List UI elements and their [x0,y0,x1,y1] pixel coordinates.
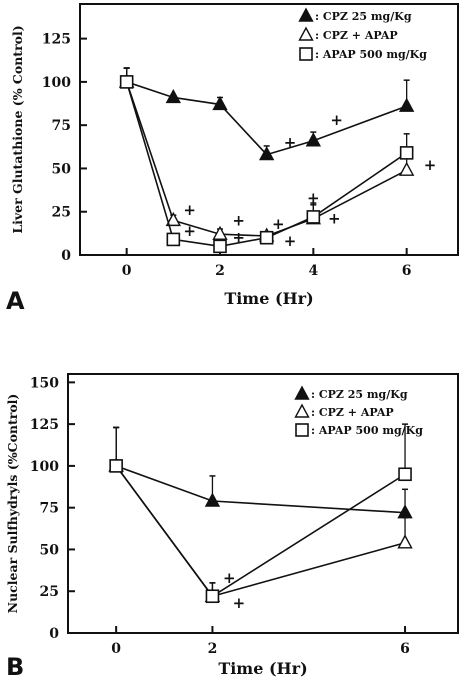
data-point [397,534,413,549]
y-tick-label: 50 [52,161,72,177]
legend: : CPZ 25 mg/Kg : CPZ + APAP : APAP 500 mg/… [294,385,423,437]
y-tick-label: 100 [42,75,71,91]
series-cpz-25-mg-kg [118,67,415,161]
data-point [165,211,182,227]
series-line [126,81,407,156]
legend-label: : CPZ + APAP [315,29,398,42]
series-line [125,81,408,237]
legend-label: : CPZ 25 mg/Kg [315,10,412,23]
data-point [165,89,182,104]
x-axis-title: Time (Hr) [218,659,307,678]
legend-label: : APAP 500 mg/Kg [315,48,427,61]
legend-label: : CPZ + APAP [311,406,394,419]
significance-marker: + [232,211,245,229]
data-point [398,161,415,176]
data-point [306,210,321,224]
data-point [205,589,220,604]
data-point [212,225,228,240]
x-tick-label: 6 [402,263,412,279]
significance-marker: + [328,210,341,228]
y-tick-label: 75 [52,118,71,134]
significance-marker: + [223,569,236,587]
legend-item-cpz-25-mg-kg: : CPZ 25 mg/Kg [298,7,412,23]
series-line [125,81,408,248]
legend-item-apap-500-mg-kg: : APAP 500 mg/Kg [299,47,427,61]
significance-marker: + [232,229,245,247]
data-point [399,146,414,160]
y-tick-label: 125 [30,417,59,433]
significance-marker: + [183,201,196,219]
legend-marker [294,385,310,400]
legend: : CPZ 25 mg/Kg : CPZ + APAP : APAP 500 mg/… [298,7,427,61]
data-point [212,95,228,111]
legend-item-apap-500-mg-kg: : APAP 500 mg/Kg [295,423,423,437]
panel-b: 0 25 50 75 100 125 150 0 2 6 Time (Hr) Nuclear Sulf… [5,373,459,681]
data-point [258,146,275,161]
data-point [398,97,415,112]
y-tick-label: 25 [52,205,71,221]
series-cpz-25-mg-kg [108,426,413,519]
legend-label: : APAP 500 mg/Kg [311,424,423,437]
legend-marker [295,423,309,437]
legend-marker [298,26,314,41]
data-point [398,467,412,482]
significance-marker: + [330,111,343,129]
data-point [119,75,134,89]
legend-marker [299,47,313,61]
legend-marker [294,403,310,418]
y-tick-label: 0 [49,626,59,642]
y-axis-title: Nuclear Sulfhydryls (%Control) [5,394,20,614]
significance-marker: + [284,232,297,250]
plot-frame [79,3,459,256]
y-tick-label: 100 [30,459,59,475]
panel-a: 0 25 50 75 100 125 0 2 4 6 Time (Hr) Liver Glutathi… [6,3,459,315]
data-point [259,230,274,245]
x-tick-label: 4 [308,263,318,279]
series-apap-500-mg-kg [119,67,414,254]
legend-item-cpz-apap: : CPZ + APAP [294,403,394,419]
legend-item-cpz-apap: : CPZ + APAP [298,26,398,42]
x-axis-title: Time (Hr) [224,289,313,308]
x-tick-label: 2 [208,641,218,657]
significance-marker: + [233,594,246,612]
x-tick-label: 2 [215,263,225,279]
x-tick-label: 0 [111,641,121,657]
significance-marker: + [424,156,437,174]
y-tick-label: 125 [42,32,71,48]
x-tick-label: 6 [400,641,410,657]
y-tick-label: 50 [40,542,60,558]
legend-marker [298,7,314,22]
plot-frame [67,373,459,634]
data-point [166,232,181,247]
y-tick-label: 25 [40,584,59,600]
significance-marker: + [284,133,297,151]
significance-marker: + [272,215,285,233]
panel-letter: A [6,287,25,315]
legend-label: : CPZ 25 mg/Kg [311,388,408,401]
y-tick-label: 75 [40,501,59,517]
data-point [204,492,221,507]
x-tick-label: 0 [122,263,132,279]
series-cpz-apap [108,426,413,602]
series-line [115,465,406,514]
panel-letter: B [6,653,24,681]
series-line [115,465,406,598]
y-axis-title: Liver Glutathione (% Control) [10,25,25,233]
y-tick-label: 150 [30,375,59,391]
series-apap-500-mg-kg [109,423,412,604]
significance-marker: + [183,222,196,240]
significance-marker: + [307,189,320,207]
data-point [213,239,227,254]
legend-item-cpz-25-mg-kg: : CPZ 25 mg/Kg [294,385,408,401]
data-point [109,459,123,473]
y-tick-label: 0 [61,248,71,264]
data-point [305,132,322,147]
series-line [115,465,406,598]
